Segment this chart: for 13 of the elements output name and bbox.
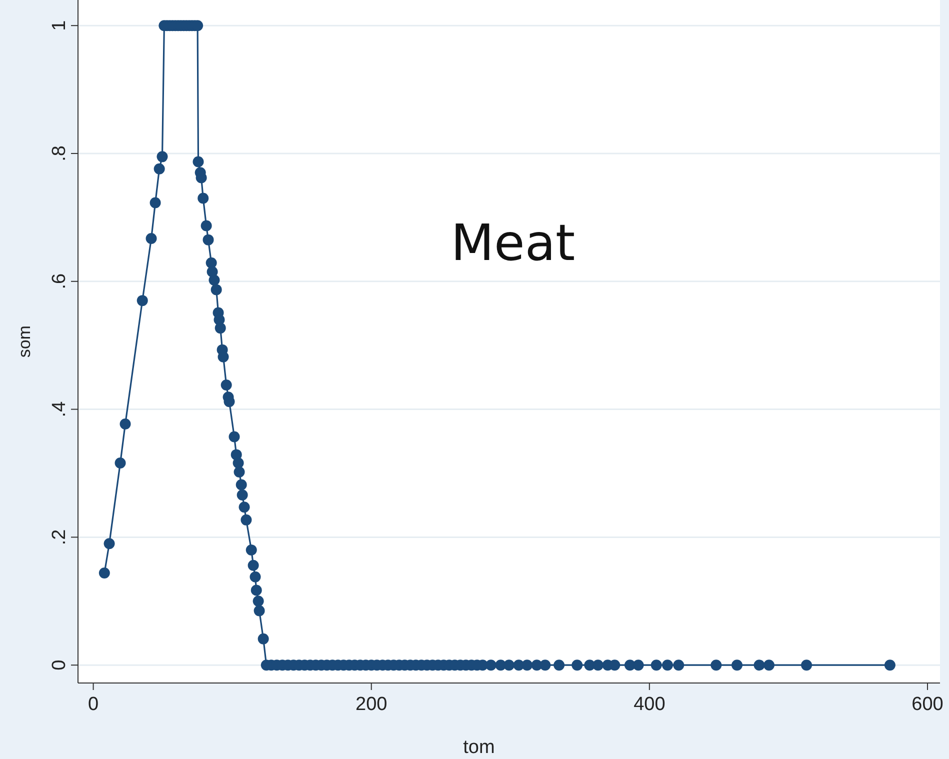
x-axis-title: tom [463,737,495,758]
annotation: Meat [450,214,576,272]
x-tick-label: 0 [88,694,99,715]
y-tick-label: .8 [49,146,70,162]
y-tick-label: .4 [49,400,70,418]
y-tick-label: .2 [49,529,70,546]
x-tick-label: 400 [634,694,666,715]
x-tick-label: 600 [912,694,944,715]
y-axis-title: som [15,325,34,358]
y-tick-label: 1 [49,20,70,31]
y-tick-label: 0 [49,660,70,670]
y-tick-label: .6 [49,273,70,290]
x-tick-label: 200 [356,694,388,715]
